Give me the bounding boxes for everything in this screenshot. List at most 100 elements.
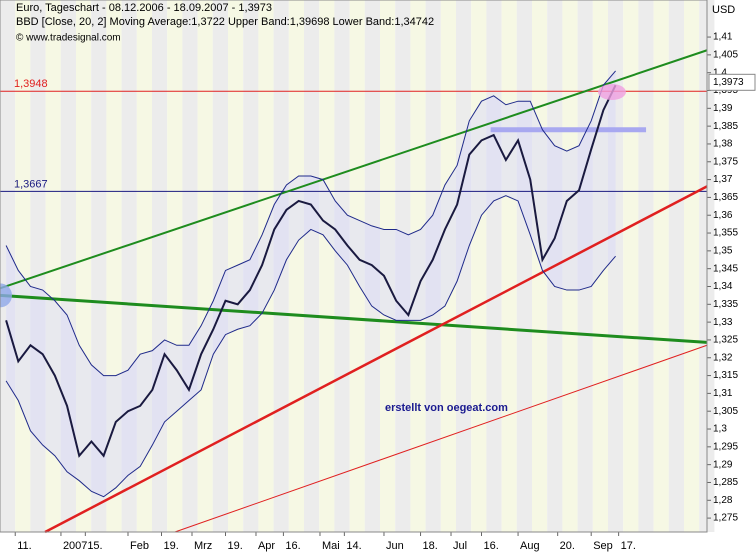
y-tick-label: 1,405 xyxy=(713,50,738,61)
background-stripe xyxy=(684,0,700,532)
background-stripe xyxy=(380,0,396,532)
trendline xyxy=(174,344,708,533)
background-stripe xyxy=(577,0,593,532)
background-stripe xyxy=(532,0,548,532)
y-tick-label: 1,38 xyxy=(713,139,733,150)
x-tick-label: 2007 xyxy=(63,540,87,552)
marker-circle xyxy=(0,283,12,308)
background-stripe xyxy=(121,0,137,532)
level-label: 1,3948 xyxy=(14,78,48,90)
y-tick-label: 1,28 xyxy=(713,495,733,506)
trendline xyxy=(44,185,708,534)
background-stripe xyxy=(167,0,183,532)
background-stripe xyxy=(30,0,46,532)
y-tick-label: 1,31 xyxy=(713,388,733,399)
y-tick-label: 1,33 xyxy=(713,317,733,328)
trendline xyxy=(0,293,708,344)
background-stripe xyxy=(288,0,304,532)
background-stripe xyxy=(562,0,578,532)
background-stripe xyxy=(501,0,517,532)
x-tick-label: 19. xyxy=(164,540,179,552)
y-tick-label: 1,275 xyxy=(713,513,738,524)
last-price-label: 1,3973 xyxy=(713,77,744,88)
background-stripe xyxy=(425,0,441,532)
x-tick-label: 15. xyxy=(87,540,102,552)
y-tick-label: 1,365 xyxy=(713,192,738,203)
y-tick-label: 1,355 xyxy=(713,228,738,239)
y-tick-label: 1,335 xyxy=(713,299,738,310)
level-label: 1,3667 xyxy=(14,178,48,190)
band-line xyxy=(5,195,616,498)
background-stripe xyxy=(653,0,669,532)
y-tick-label: 1,32 xyxy=(713,352,733,363)
x-tick-label: Jun xyxy=(386,540,404,552)
y-tick-label: 1,41 xyxy=(713,32,733,43)
chart-subtitle: BBD [Close, 20, 2] Moving Average:1,3722… xyxy=(16,16,434,28)
background-stripe xyxy=(152,0,168,532)
background-stripe xyxy=(76,0,92,532)
y-tick-label: 1,37 xyxy=(713,174,733,185)
background-stripe xyxy=(395,0,411,532)
background-stripe xyxy=(182,0,198,532)
background-stripe xyxy=(410,0,426,532)
x-tick-label: 16. xyxy=(483,540,498,552)
y-tick-label: 1,34 xyxy=(713,281,733,292)
y-tick-label: 1,305 xyxy=(713,406,738,417)
background-stripe xyxy=(623,0,639,532)
background-stripe xyxy=(319,0,335,532)
y-tick-label: 1,345 xyxy=(713,263,738,274)
x-tick-label: Feb xyxy=(130,540,149,552)
x-tick-label: Sep xyxy=(593,540,613,552)
background-stripe xyxy=(334,0,350,532)
x-tick-label: Aug xyxy=(520,540,540,552)
x-tick-label: 17. xyxy=(621,540,636,552)
background-stripe xyxy=(486,0,502,532)
chart-title: Euro, Tageschart - 08.12.2006 - 18.09.20… xyxy=(16,2,272,14)
y-tick-label: 1,3 xyxy=(713,424,727,435)
background-stripe xyxy=(243,0,259,532)
background-stripe xyxy=(15,0,31,532)
background-stripe xyxy=(258,0,274,532)
y-tick-label: 1,385 xyxy=(713,121,738,132)
x-tick-label: 14. xyxy=(346,540,361,552)
x-tick-label: Mrz xyxy=(194,540,212,552)
x-tick-label: 11. xyxy=(17,540,31,552)
background-stripe xyxy=(273,0,289,532)
y-tick-label: 1,35 xyxy=(713,245,733,256)
x-tick-label: 19. xyxy=(228,540,243,552)
y-tick-label: 1,315 xyxy=(713,370,738,381)
x-tick-label: 18. xyxy=(423,540,438,552)
background-stripe xyxy=(349,0,365,532)
y-tick-label: 1,285 xyxy=(713,477,738,488)
background-stripe xyxy=(91,0,107,532)
y-tick-label: 1,29 xyxy=(713,459,733,470)
y-tick-label: 1,36 xyxy=(713,210,733,221)
background-stripe xyxy=(106,0,122,532)
plot-frame xyxy=(0,0,708,533)
y-tick-label: 1,375 xyxy=(713,156,738,167)
last-price-box xyxy=(708,73,756,91)
y-tick-label: 1,325 xyxy=(713,335,738,346)
x-tick-label: Mai xyxy=(322,540,340,552)
marker-ellipse xyxy=(598,84,626,100)
background-stripe xyxy=(440,0,456,532)
annotation: erstellt von oegeat.com xyxy=(385,402,508,414)
price-line xyxy=(5,84,617,458)
background-stripe xyxy=(516,0,532,532)
background-stripe xyxy=(668,0,684,532)
background-stripe xyxy=(45,0,61,532)
x-tick-label: Apr xyxy=(258,540,275,552)
x-tick-label: 16. xyxy=(285,540,300,552)
y-axis-label: USD xyxy=(712,4,735,16)
background-stripe xyxy=(136,0,152,532)
y-tick-label: 1,4 xyxy=(713,67,727,78)
band-line xyxy=(5,70,616,377)
x-tick-label: Jul xyxy=(453,540,467,552)
background-stripe xyxy=(608,0,624,532)
background-stripe xyxy=(0,0,16,532)
y-tick-label: 1,39 xyxy=(713,103,733,114)
background-stripe xyxy=(471,0,487,532)
background-stripe xyxy=(304,0,320,532)
background-stripe xyxy=(212,0,228,532)
